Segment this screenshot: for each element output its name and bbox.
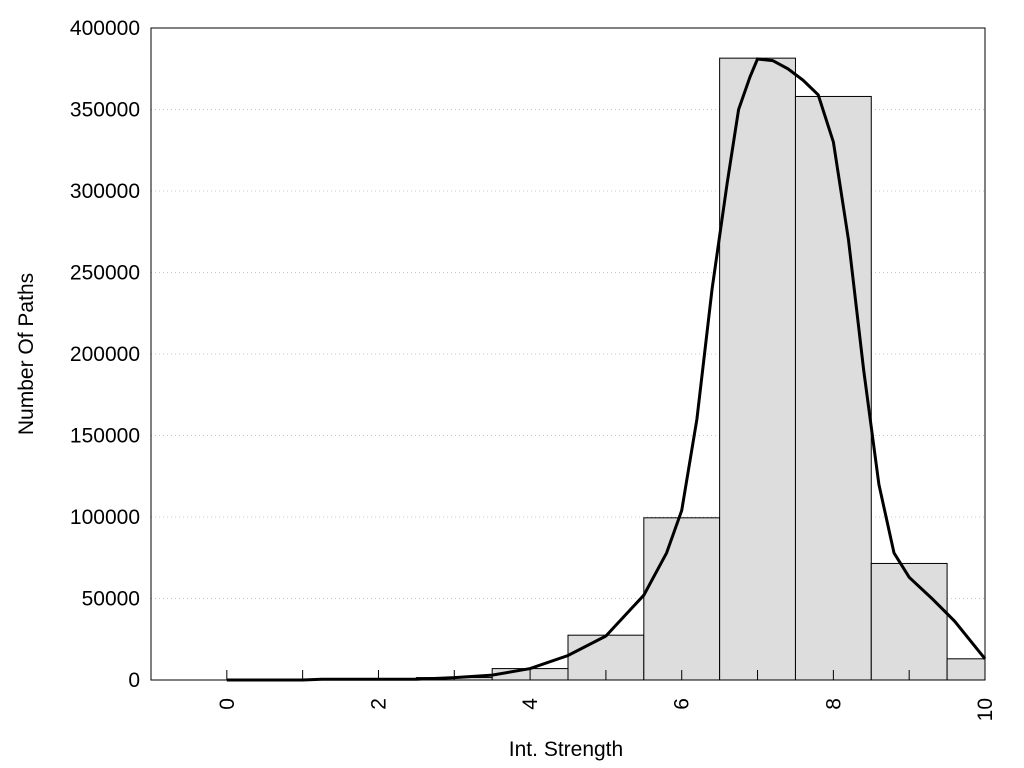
histogram-bar [719, 57, 796, 681]
histogram-bar [643, 517, 721, 681]
y-tick-label: 200000 [70, 343, 140, 366]
y-tick-label: 150000 [70, 425, 140, 448]
y-tick-label: 50000 [82, 588, 140, 611]
y-tick-label: 350000 [70, 99, 140, 122]
y-tick-label: 400000 [70, 17, 140, 40]
x-tick-label: 8 [822, 698, 845, 710]
y-tick-label: 250000 [70, 262, 140, 285]
histogram-bar [946, 658, 986, 681]
x-tick-label: 6 [671, 698, 694, 710]
y-axis: 0 50000 100000 150000 200000 250000 300000 3500… [70, 17, 140, 692]
x-tick-label: 2 [367, 698, 390, 710]
y-tick-label: 300000 [70, 180, 140, 203]
y-tick-label: 0 [128, 669, 140, 692]
y-tick-label: 100000 [70, 506, 140, 529]
histogram-bar [870, 562, 948, 681]
x-tick-label: 4 [519, 698, 542, 710]
plot-frame [150, 27, 986, 681]
x-tick-label: 0 [216, 698, 239, 710]
bars [340, 57, 986, 681]
histogram-bar [794, 95, 872, 681]
x-axis-title: Int. Strength [509, 738, 623, 761]
y-axis-title: Number Of Paths [15, 273, 38, 435]
fit-curve [226, 57, 987, 682]
x-tick-label: 10 [974, 698, 997, 721]
grid [151, 109, 985, 599]
x-axis: 0 2 4 6 8 10 [216, 670, 997, 721]
